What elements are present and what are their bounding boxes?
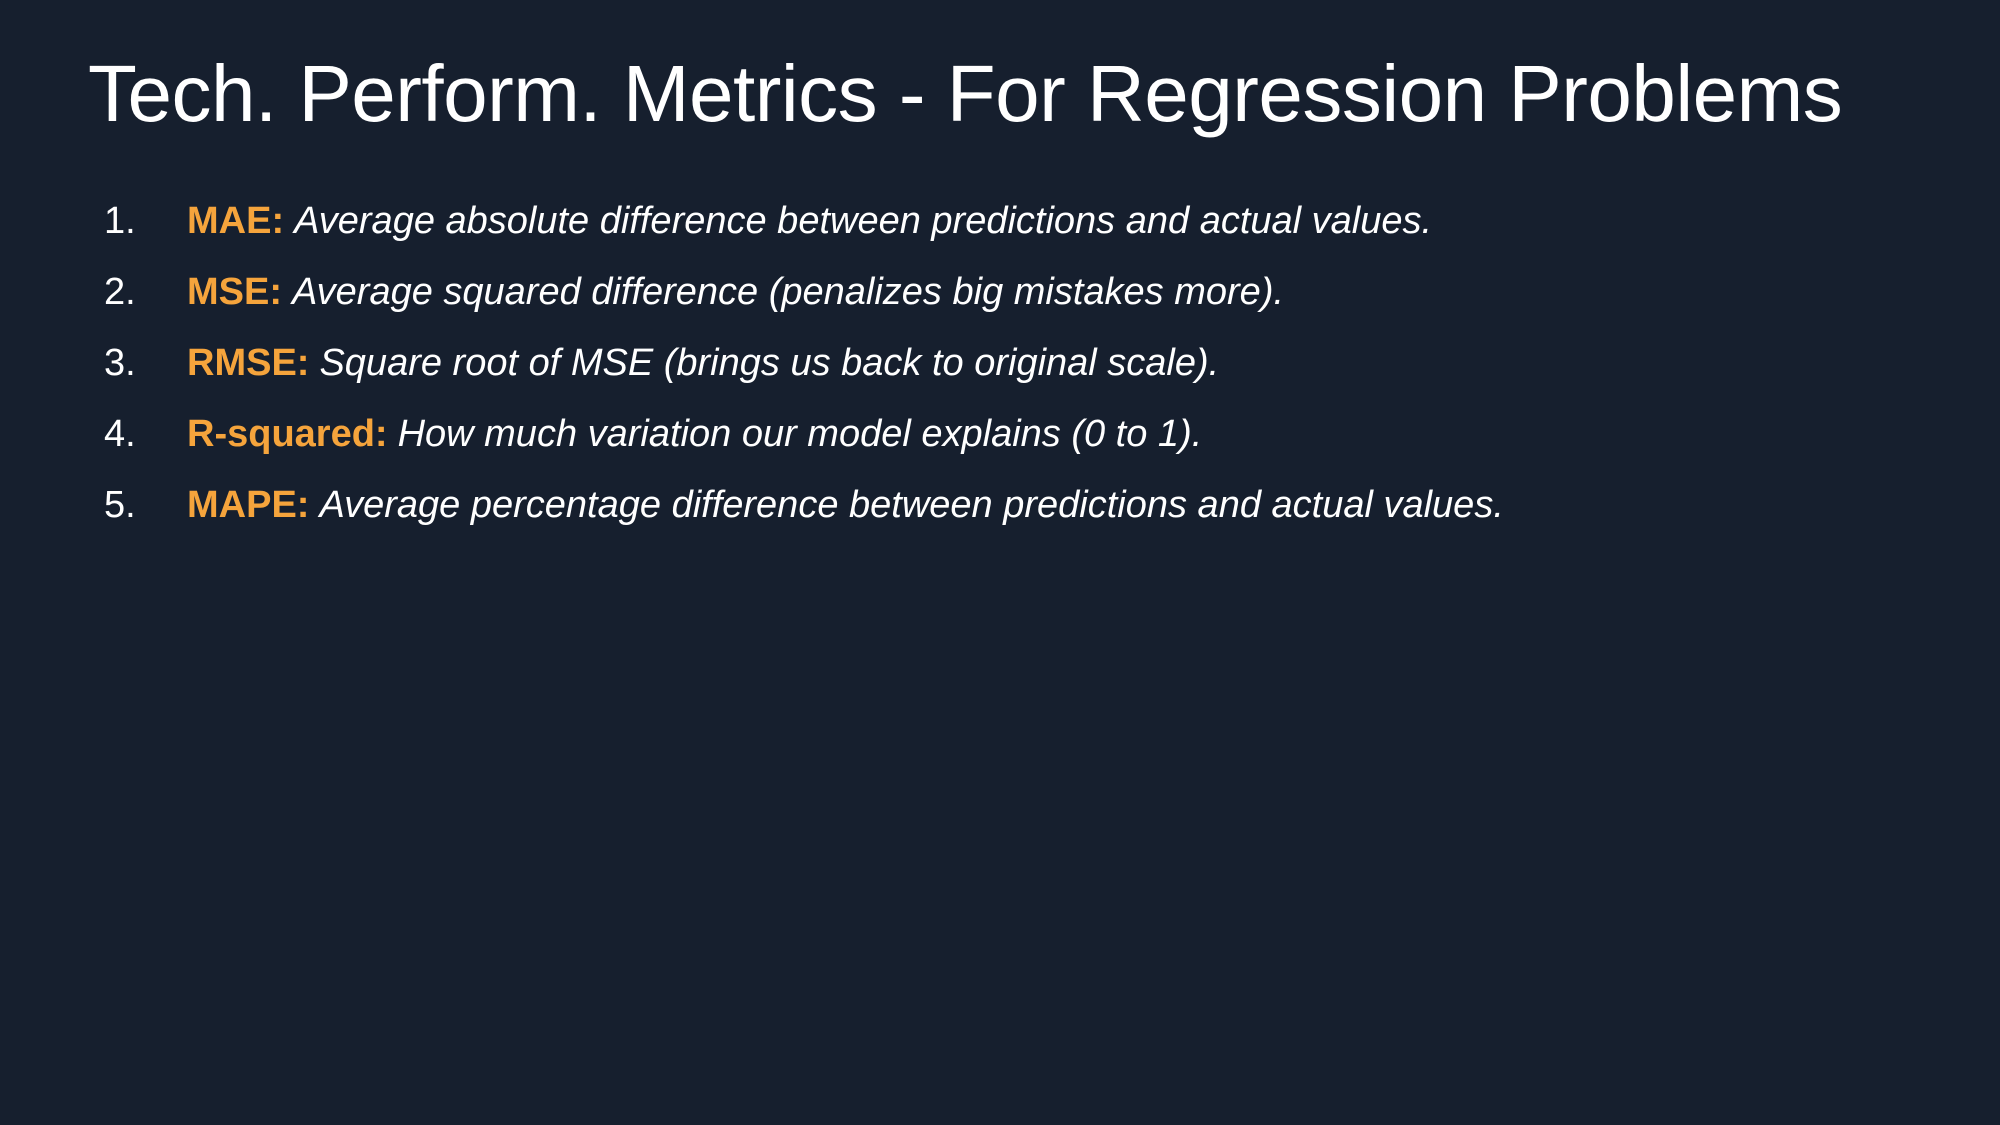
metric-description: How much variation our model explains (0… (397, 413, 1203, 455)
list-number: 3. (104, 342, 136, 384)
metric-item-mape: 5. MAPE: Average percentage difference b… (104, 470, 1504, 541)
list-number: 4. (104, 413, 136, 455)
metric-item-rmse: 3. RMSE: Square root of MSE (brings us b… (104, 328, 1504, 399)
metric-term: R-squared: (187, 413, 388, 455)
metric-term: MSE: (187, 271, 282, 313)
metric-description: Average percentage difference between pr… (319, 484, 1504, 526)
metric-term: RMSE: (187, 342, 310, 384)
metric-term: MAE: (187, 200, 285, 242)
metric-item-mse: 2. MSE: Average squared difference (pena… (104, 257, 1504, 328)
metric-description: Average absolute difference between pred… (294, 200, 1433, 242)
metric-description: Square root of MSE (brings us back to or… (319, 342, 1220, 384)
list-number: 5. (104, 484, 136, 526)
metric-description: Average squared difference (penalizes bi… (292, 271, 1285, 313)
metric-item-mae: 1. MAE: Average absolute difference betw… (104, 186, 1504, 257)
list-number: 2. (104, 271, 136, 313)
slide-title: Tech. Perform. Metrics - For Regression … (88, 49, 1843, 138)
metric-list: 1. MAE: Average absolute difference betw… (104, 186, 1504, 541)
list-number: 1. (104, 200, 136, 242)
metric-term: MAPE: (187, 484, 310, 526)
metric-item-r-squared: 4. R-squared: How much variation our mod… (104, 399, 1504, 470)
